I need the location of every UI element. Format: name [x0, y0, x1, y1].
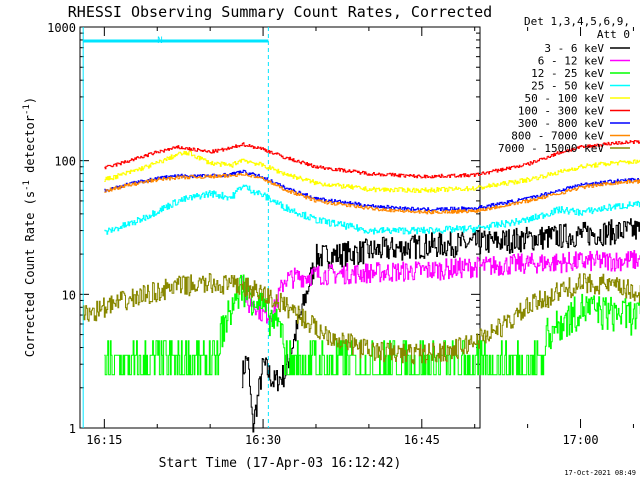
series-line: [104, 150, 640, 193]
flag-label: N: [157, 36, 162, 46]
series-line: [104, 274, 640, 376]
series-line: [104, 172, 640, 215]
legend-label: 7000 - 15000 keV: [498, 142, 604, 155]
legend-label: 800 - 7000 keV: [511, 130, 604, 143]
x-tick-label: 17:00: [562, 433, 598, 447]
series-line: [104, 184, 640, 235]
legend-header-line-2: Att 0: [597, 28, 630, 41]
legend-label: 3 - 6 keV: [544, 42, 604, 55]
y-tick-labels: 1 10 100 1000: [47, 21, 76, 436]
legend-label: 300 - 800 keV: [518, 117, 604, 130]
x-axis-label: Start Time (17-Apr-03 16:12:42): [159, 456, 402, 471]
series-group: [83, 140, 640, 433]
series-line: [83, 273, 640, 365]
y-tick-label: 100: [54, 155, 76, 169]
x-tick-label: 16:30: [245, 433, 281, 447]
legend-label: 100 - 300 keV: [518, 105, 604, 118]
y-tick-label: 1: [69, 422, 76, 436]
timestamp: 17-Oct-2021 08:49: [564, 469, 636, 477]
plot-frame: [79, 26, 481, 429]
chart-title: RHESSI Observing Summary Count Rates, Co…: [68, 3, 492, 21]
y-tick-label: 1000: [47, 21, 76, 35]
y-axis-label: Corrected Count Rate (s-1 detector-1): [22, 97, 37, 357]
legend-label: 12 - 25 keV: [531, 67, 604, 80]
x-tick-label: 16:15: [86, 433, 122, 447]
vertical-markers: [82, 27, 269, 428]
series-line: [241, 250, 640, 324]
series-line: [241, 218, 640, 433]
x-tick-label: 16:45: [404, 433, 440, 447]
legend-label: 6 - 12 keV: [538, 55, 605, 68]
legend-label: 50 - 100 keV: [525, 92, 605, 105]
axes: [79, 26, 634, 429]
series-line: [104, 140, 640, 179]
y-tick-label: 10: [62, 288, 76, 302]
legend-header-line-1: Det 1,3,4,5,6,9,: [524, 15, 630, 28]
legend-label: 25 - 50 keV: [531, 80, 604, 93]
